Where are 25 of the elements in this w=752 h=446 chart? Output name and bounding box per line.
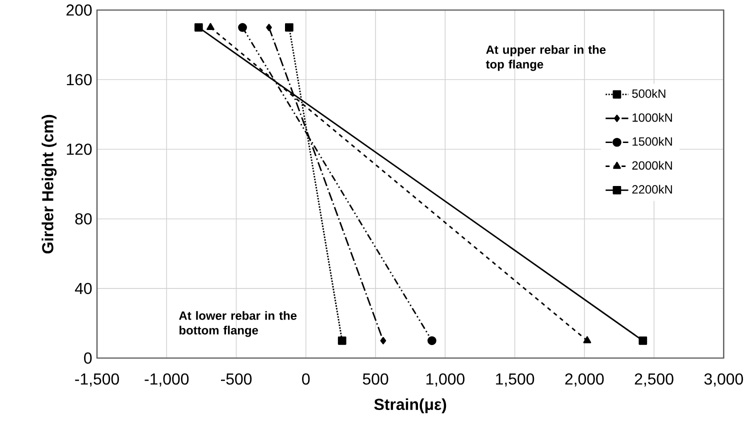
legend-label: 2200kN bbox=[632, 184, 672, 194]
y-tick-label: 120 bbox=[66, 144, 92, 155]
y-tick-label: 0 bbox=[84, 352, 92, 364]
legend-label: 1000kN bbox=[632, 113, 672, 122]
x-tick-label: 0 bbox=[302, 373, 310, 385]
x-tick-label: -1,500 bbox=[75, 373, 119, 387]
annotation: At lower rebar in the bottom flange bbox=[179, 311, 297, 337]
annotation: At upper rebar in the top flange bbox=[486, 45, 606, 71]
y-tick-label: 80 bbox=[75, 213, 92, 224]
x-tick-label: 500 bbox=[362, 373, 388, 385]
legend-label: 2000kN bbox=[632, 160, 672, 170]
x-axis-title: Strain(με) bbox=[374, 398, 446, 414]
legend-label: 1500kN bbox=[632, 136, 672, 146]
x-tick-label: -1,000 bbox=[144, 373, 189, 387]
x-tick-label: -500 bbox=[221, 373, 252, 385]
y-tick-label: 200 bbox=[66, 4, 92, 16]
x-tick-label: 1,000 bbox=[426, 373, 464, 387]
y-axis-title: Girder Height (cm) bbox=[42, 114, 57, 254]
x-tick-label: 2,000 bbox=[565, 373, 604, 387]
x-tick-label: 3,000 bbox=[704, 373, 743, 387]
y-tick-label: 40 bbox=[74, 282, 92, 294]
legend-label: 500kN bbox=[632, 89, 666, 98]
x-tick-label: 2,500 bbox=[634, 373, 674, 387]
y-tick-label: 160 bbox=[66, 74, 92, 86]
x-tick-label: 1,500 bbox=[496, 373, 534, 387]
